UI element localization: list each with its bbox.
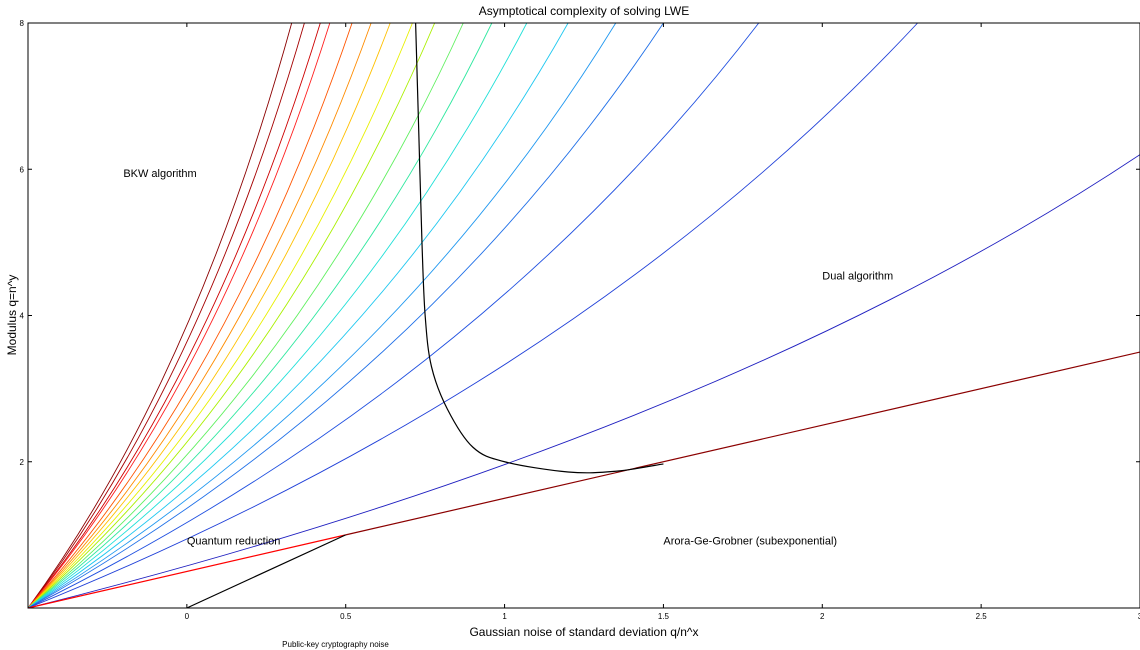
boundary-layer bbox=[27, 22, 1140, 609]
series-line-8 bbox=[27, 22, 436, 609]
series-line-2 bbox=[27, 22, 321, 609]
y-axis-label: Modulus q=n^y bbox=[5, 275, 19, 356]
x-tick-label-3: 1.5 bbox=[658, 612, 670, 621]
y-tick-label-0: 2 bbox=[20, 458, 25, 467]
x-tick-label-0: 0 bbox=[185, 612, 190, 621]
plot-area bbox=[28, 23, 1140, 608]
series-line-12 bbox=[27, 22, 569, 609]
series-layer bbox=[27, 22, 1140, 609]
annotation-3: Quantum reduction bbox=[187, 536, 281, 548]
x-axis-label: Gaussian noise of standard deviation q/n… bbox=[469, 625, 698, 639]
series-line-3 bbox=[27, 22, 331, 609]
x-tick-label-5: 2.5 bbox=[976, 612, 988, 621]
series-line-0 bbox=[27, 22, 293, 609]
series-line-15 bbox=[27, 22, 760, 609]
boundary-line-2 bbox=[186, 534, 346, 609]
annotation-layer: BKW algorithm Dual algorithm Arora-Ge-Grob… bbox=[123, 168, 893, 649]
series-line-16 bbox=[27, 22, 918, 609]
series-line-4 bbox=[27, 22, 353, 609]
chart-title: Asymptotical complexity of solving LWE bbox=[479, 4, 690, 18]
x-tick-label-2: 1 bbox=[502, 612, 507, 621]
annotation-1: Dual algorithm bbox=[822, 270, 893, 282]
series-line-13 bbox=[27, 22, 617, 609]
series-line-14 bbox=[27, 22, 664, 609]
y-tick-label-2: 6 bbox=[20, 165, 25, 174]
series-line-7 bbox=[27, 22, 413, 609]
series-line-5 bbox=[27, 22, 372, 609]
series-line-9 bbox=[27, 22, 464, 609]
y-tick-label-3: 8 bbox=[20, 19, 25, 28]
x-tick-label-4: 2 bbox=[820, 612, 825, 621]
series-line-17 bbox=[27, 154, 1140, 609]
boundary-line-0 bbox=[345, 351, 1140, 536]
series-line-10 bbox=[27, 22, 493, 609]
series-line-11 bbox=[27, 22, 528, 609]
y-tick-label-1: 4 bbox=[20, 312, 25, 321]
annotation-0: BKW algorithm bbox=[123, 168, 196, 180]
annotation-4: Public-key cryptography noise bbox=[282, 640, 389, 649]
series-line-1 bbox=[27, 22, 305, 609]
boundary-line-3 bbox=[415, 22, 664, 474]
series-line-6 bbox=[27, 22, 391, 609]
annotation-2: Arora-Ge-Grobner (subexponential) bbox=[663, 536, 837, 548]
x-tick-label-6: 3 bbox=[1138, 612, 1140, 621]
tick-layer: 0 0.5 1 1.5 2 2.5 3 2 4 6 8 bbox=[20, 19, 1140, 621]
boundary-line-1 bbox=[27, 534, 346, 609]
x-tick-label-1: 0.5 bbox=[340, 612, 352, 621]
